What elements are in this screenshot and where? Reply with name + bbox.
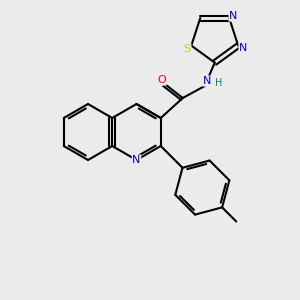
Text: N: N: [202, 76, 211, 86]
Text: O: O: [158, 75, 166, 85]
Text: S: S: [184, 44, 191, 54]
Text: N: N: [132, 155, 141, 165]
Text: N: N: [229, 11, 237, 21]
Text: H: H: [215, 78, 222, 88]
Text: N: N: [239, 43, 248, 52]
